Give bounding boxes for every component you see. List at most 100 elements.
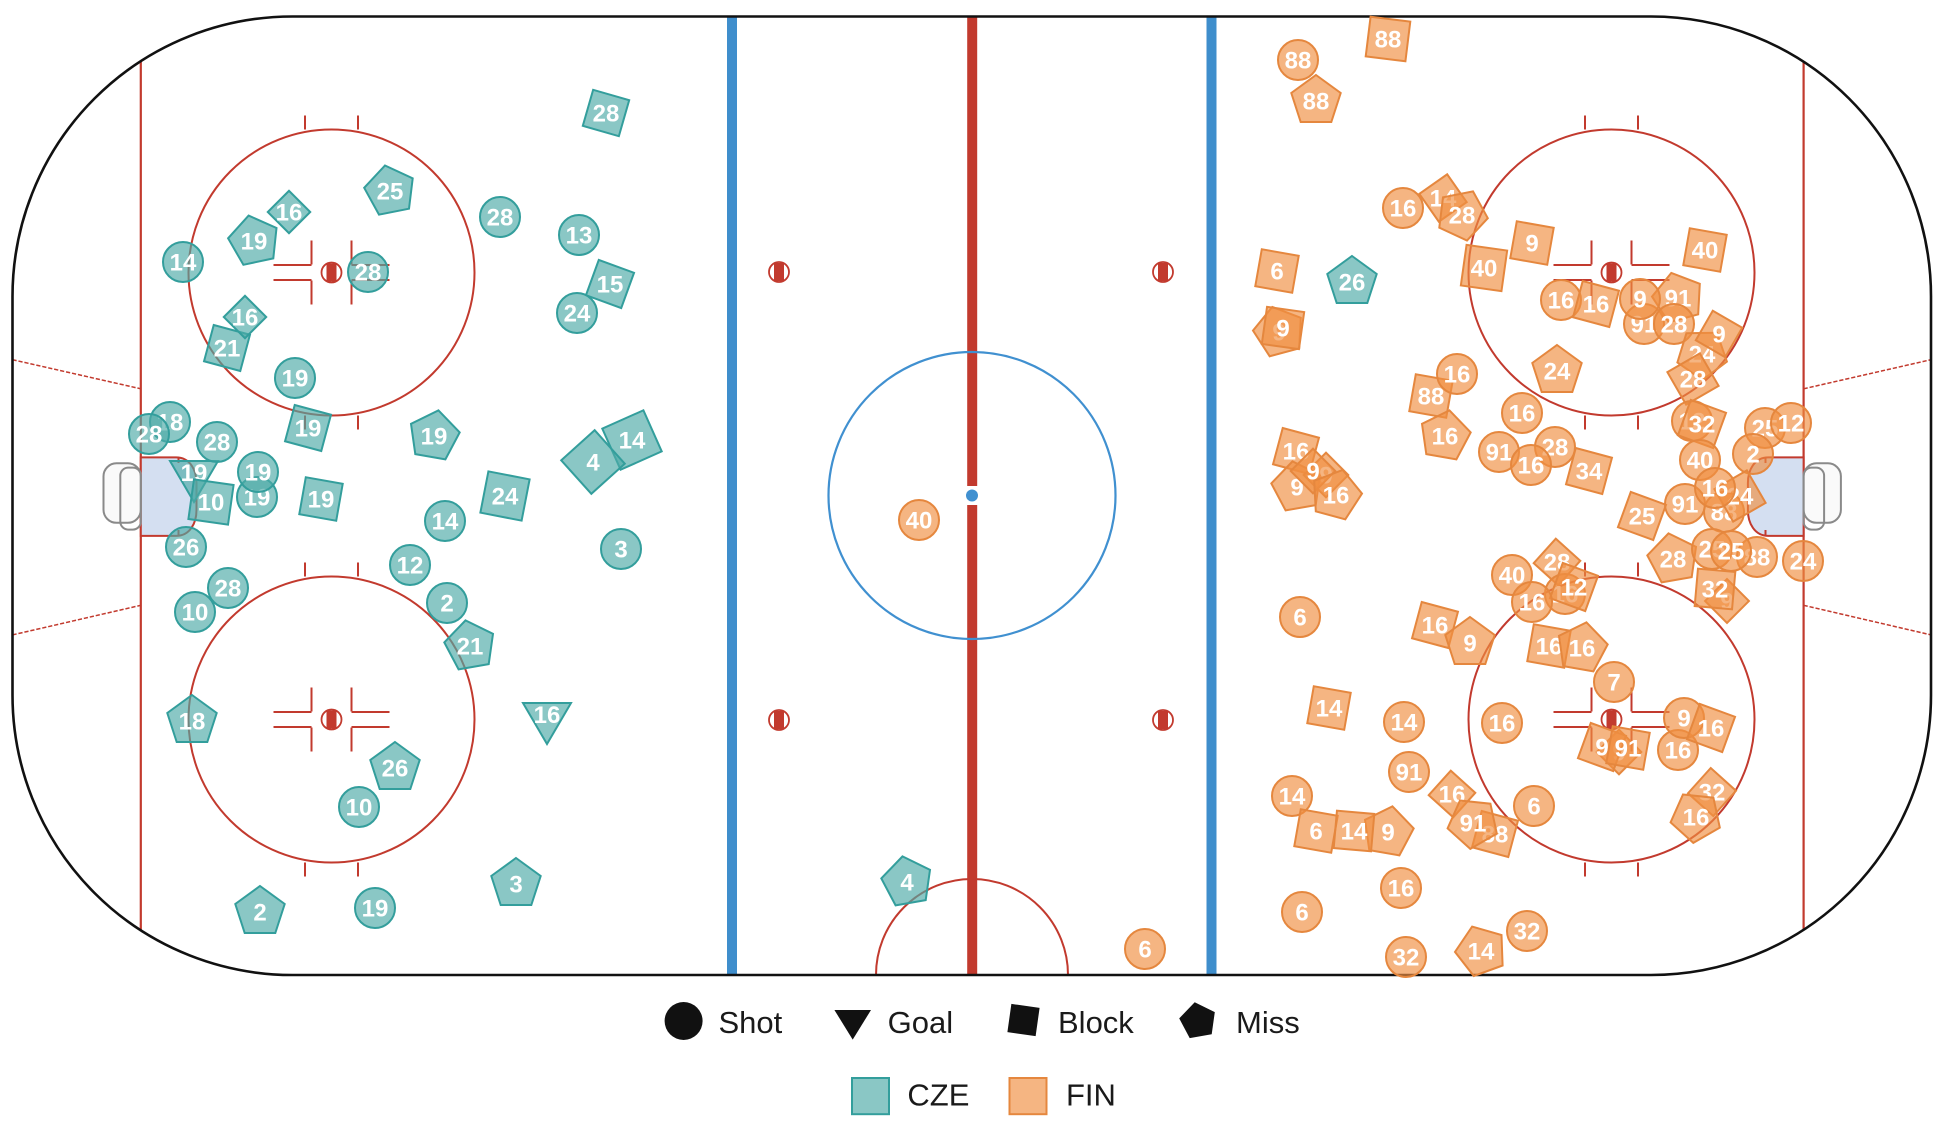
svg-text:2: 2 bbox=[1746, 442, 1759, 469]
svg-text:Shot: Shot bbox=[719, 1005, 783, 1040]
svg-text:9: 9 bbox=[1306, 459, 1319, 486]
svg-text:14: 14 bbox=[432, 509, 459, 536]
svg-text:24: 24 bbox=[492, 484, 519, 511]
svg-text:16: 16 bbox=[1390, 196, 1417, 223]
svg-text:18: 18 bbox=[179, 709, 206, 736]
svg-text:88: 88 bbox=[1285, 48, 1312, 75]
svg-text:28: 28 bbox=[136, 422, 163, 449]
svg-text:6: 6 bbox=[1293, 605, 1306, 632]
svg-text:21: 21 bbox=[457, 634, 484, 661]
svg-text:14: 14 bbox=[1391, 710, 1418, 737]
svg-text:6: 6 bbox=[1527, 794, 1540, 821]
svg-text:16: 16 bbox=[1422, 613, 1449, 640]
svg-text:6: 6 bbox=[1138, 937, 1151, 964]
svg-text:12: 12 bbox=[1778, 411, 1805, 438]
svg-text:Goal: Goal bbox=[888, 1005, 953, 1040]
svg-text:91: 91 bbox=[1460, 811, 1487, 838]
svg-text:24: 24 bbox=[1790, 549, 1817, 576]
svg-text:28: 28 bbox=[1680, 367, 1707, 394]
svg-text:34: 34 bbox=[1576, 459, 1603, 486]
svg-text:13: 13 bbox=[566, 223, 593, 250]
svg-text:4: 4 bbox=[586, 450, 600, 477]
svg-text:16: 16 bbox=[1665, 738, 1692, 765]
svg-text:10: 10 bbox=[198, 490, 225, 517]
svg-text:88: 88 bbox=[1375, 27, 1402, 54]
svg-text:Block: Block bbox=[1058, 1005, 1134, 1040]
svg-text:19: 19 bbox=[282, 366, 309, 393]
svg-text:25: 25 bbox=[1629, 504, 1656, 531]
svg-text:26: 26 bbox=[382, 756, 409, 783]
svg-text:2: 2 bbox=[253, 900, 266, 927]
svg-text:91: 91 bbox=[1672, 492, 1699, 519]
svg-text:91: 91 bbox=[1396, 760, 1423, 787]
svg-text:9: 9 bbox=[1381, 820, 1394, 847]
svg-text:19: 19 bbox=[245, 460, 272, 487]
svg-text:16: 16 bbox=[1548, 288, 1575, 315]
svg-text:14: 14 bbox=[1341, 819, 1368, 846]
svg-text:28: 28 bbox=[204, 430, 231, 457]
svg-text:Miss: Miss bbox=[1236, 1005, 1300, 1040]
svg-text:21: 21 bbox=[214, 336, 241, 363]
svg-text:9: 9 bbox=[1463, 631, 1476, 658]
svg-text:16: 16 bbox=[232, 305, 259, 332]
svg-text:40: 40 bbox=[1471, 256, 1498, 283]
svg-text:12: 12 bbox=[397, 553, 424, 580]
svg-text:32: 32 bbox=[1393, 945, 1420, 972]
svg-text:16: 16 bbox=[276, 200, 303, 227]
svg-text:14: 14 bbox=[170, 250, 197, 277]
svg-text:4: 4 bbox=[900, 870, 914, 897]
svg-text:16: 16 bbox=[1583, 292, 1610, 319]
svg-text:16: 16 bbox=[1702, 476, 1729, 503]
svg-text:6: 6 bbox=[1295, 900, 1308, 927]
svg-text:9: 9 bbox=[1276, 316, 1289, 343]
svg-text:19: 19 bbox=[295, 416, 322, 443]
svg-text:26: 26 bbox=[173, 535, 200, 562]
svg-text:16: 16 bbox=[1444, 362, 1471, 389]
svg-text:25: 25 bbox=[377, 179, 404, 206]
svg-text:19: 19 bbox=[241, 229, 268, 256]
svg-text:26: 26 bbox=[1339, 270, 1366, 297]
svg-text:16: 16 bbox=[1509, 401, 1536, 428]
svg-text:3: 3 bbox=[509, 872, 522, 899]
svg-text:19: 19 bbox=[308, 487, 335, 514]
svg-text:28: 28 bbox=[487, 205, 514, 232]
svg-text:FIN: FIN bbox=[1066, 1078, 1116, 1113]
svg-text:16: 16 bbox=[1518, 453, 1545, 480]
svg-text:28: 28 bbox=[215, 576, 242, 603]
svg-text:9: 9 bbox=[1595, 735, 1608, 762]
svg-text:14: 14 bbox=[619, 428, 646, 455]
svg-text:25: 25 bbox=[1718, 539, 1745, 566]
svg-text:91: 91 bbox=[1615, 736, 1642, 763]
svg-text:28: 28 bbox=[593, 101, 620, 128]
svg-text:14: 14 bbox=[1468, 939, 1495, 966]
svg-text:16: 16 bbox=[1432, 424, 1459, 451]
svg-text:CZE: CZE bbox=[907, 1078, 969, 1113]
svg-text:28: 28 bbox=[1449, 203, 1476, 230]
svg-text:16: 16 bbox=[1489, 711, 1516, 738]
svg-text:6: 6 bbox=[1270, 259, 1283, 286]
svg-text:10: 10 bbox=[182, 600, 209, 627]
svg-text:9: 9 bbox=[1633, 287, 1646, 314]
svg-text:32: 32 bbox=[1689, 412, 1716, 439]
svg-text:9: 9 bbox=[1712, 322, 1725, 349]
svg-text:40: 40 bbox=[906, 508, 933, 535]
svg-text:16: 16 bbox=[1683, 805, 1710, 832]
svg-text:16: 16 bbox=[1536, 634, 1563, 661]
svg-text:16: 16 bbox=[1698, 716, 1725, 743]
svg-text:15: 15 bbox=[597, 272, 624, 299]
svg-text:24: 24 bbox=[564, 301, 591, 328]
svg-text:32: 32 bbox=[1702, 577, 1729, 604]
svg-text:32: 32 bbox=[1514, 919, 1541, 946]
svg-text:19: 19 bbox=[421, 424, 448, 451]
svg-text:28: 28 bbox=[1660, 547, 1687, 574]
svg-text:91: 91 bbox=[1486, 440, 1513, 467]
svg-text:16: 16 bbox=[1388, 876, 1415, 903]
svg-text:16: 16 bbox=[1519, 590, 1546, 617]
svg-text:7: 7 bbox=[1607, 670, 1620, 697]
svg-text:40: 40 bbox=[1692, 238, 1719, 265]
svg-text:28: 28 bbox=[1661, 312, 1688, 339]
svg-text:10: 10 bbox=[346, 795, 373, 822]
svg-text:24: 24 bbox=[1544, 359, 1571, 386]
svg-text:28: 28 bbox=[355, 260, 382, 287]
svg-text:16: 16 bbox=[1569, 636, 1596, 663]
